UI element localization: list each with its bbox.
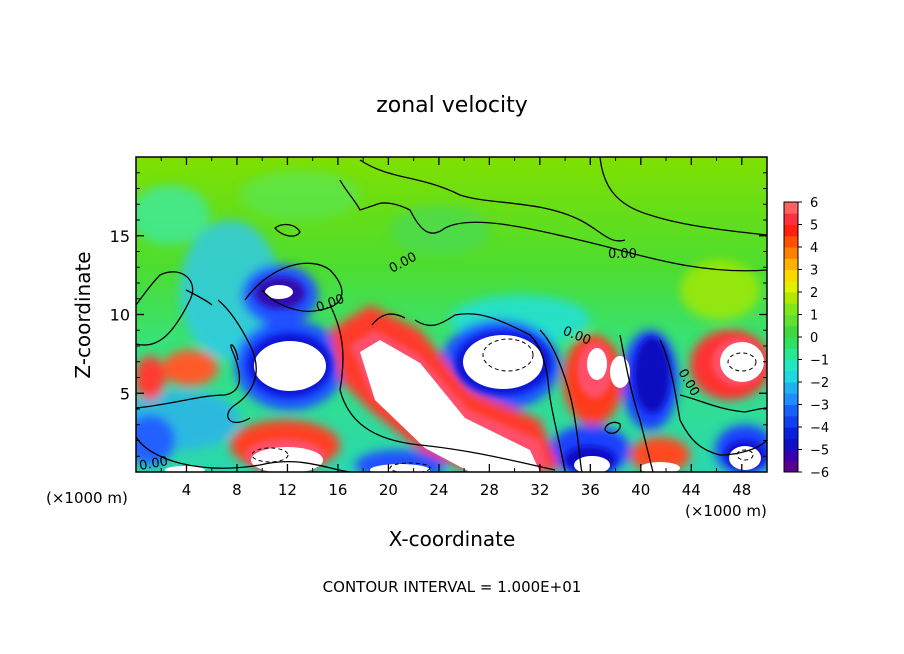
colorbar-tick-label: 4 [810,241,818,256]
colorbar-swatch [784,280,798,293]
colorbar-swatch [784,202,798,214]
colorbar-tick-label: −5 [810,444,829,459]
plot-area: 0.00 0.00 0.00 0.00 0.00 0.00 [136,157,767,474]
colorbar [783,201,799,473]
colorbar-swatch [784,427,798,439]
y-tick-label: 15 [110,227,130,246]
x-tick-label: 16 [328,481,347,499]
colorbar-tick-label: −2 [810,376,829,391]
colorbar-tick-label: −3 [810,399,829,414]
colorbar-swatch [784,224,798,237]
colorbar-tick-label: 3 [810,264,818,279]
zero-contours [136,157,767,472]
colorbar-swatch [784,235,798,248]
colorbar-swatch [784,247,798,259]
x-tick-label: 28 [480,481,499,499]
x-unit-label-right: (×1000 m) [685,502,767,520]
colorbar-tick-label: 2 [810,286,818,301]
colorbar-tick-label: −4 [810,421,829,436]
colorbar-swatch [784,325,798,338]
colorbar-tick-label: −6 [810,466,829,481]
colorbar-swatch [784,415,798,428]
x-axis: 4 8 12 16 20 24 28 32 36 40 44 48 [160,157,751,499]
x-tick-label: 40 [631,481,650,499]
x-axis-label: X-coordinate [389,527,516,551]
x-tick-label: 44 [682,481,701,499]
field-saturation [165,285,764,472]
colorbar-swatch [784,449,798,462]
colorbar-swatch [784,370,798,383]
x-tick-label: 8 [232,481,242,499]
y-tick-label: 10 [110,306,130,325]
colorbar-swatch [784,258,798,270]
x-tick-label: 4 [182,481,192,499]
colorbar-swatch [784,404,798,417]
x-tick-label: 12 [278,481,297,499]
contour-label: 0.00 [138,454,169,474]
colorbar-tick-label: −1 [810,354,829,369]
negative-contours [251,338,757,472]
x-tick-label: 24 [429,481,448,499]
x-tick-label: 20 [379,481,398,499]
colorbar-tick-label: 5 [810,219,818,234]
chart-title: zonal velocity [376,93,528,118]
colorbar-swatch [784,348,798,360]
x-tick-label: 48 [732,481,751,499]
colorbar-swatch [784,292,798,304]
colorbar-swatch [784,460,798,473]
contour-label: 0.00 [608,247,637,262]
contour-interval-note: CONTOUR INTERVAL = 1.000E+01 [323,578,582,596]
colorbar-tick-label: 6 [810,196,818,211]
y-axis-label: Z-coordinate [71,251,95,378]
colorbar-swatch [784,359,798,372]
x-tick-label: 32 [530,481,549,499]
colorbar-swatch [784,337,798,349]
colorbar-swatch [784,213,798,225]
y-axis: 5 10 15 [110,172,767,457]
colorbar-swatch [784,314,798,327]
x-tick-label: 36 [581,481,600,499]
y-tick-label: 5 [120,384,130,403]
colorbar-ticks: 6 5 4 3 2 1 0 −1 −2 −3 −4 −5 −6 [798,196,829,481]
colorbar-swatch [784,269,798,282]
colorbar-swatch [784,393,798,405]
colorbar-tick-label: 1 [810,309,818,324]
x-unit-label: (×1000 m) [46,489,128,507]
colorbar-swatch [784,303,798,315]
colorbar-swatch [784,438,798,450]
colorbar-tick-label: 0 [810,331,818,346]
colorbar-swatch [784,382,798,394]
